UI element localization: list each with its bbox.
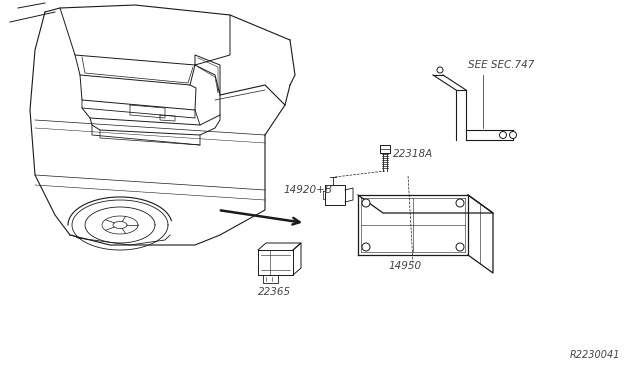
Circle shape (437, 67, 443, 73)
Text: 14920+B: 14920+B (283, 185, 332, 195)
Text: R2230041: R2230041 (570, 350, 621, 360)
Circle shape (499, 131, 506, 138)
Circle shape (362, 199, 370, 207)
Text: 22365: 22365 (259, 287, 292, 297)
Circle shape (509, 131, 516, 138)
Text: 14950: 14950 (388, 261, 422, 271)
Circle shape (456, 199, 464, 207)
Text: 22318A: 22318A (393, 149, 433, 159)
Text: SEE SEC.747: SEE SEC.747 (468, 60, 534, 70)
Circle shape (362, 243, 370, 251)
Circle shape (456, 243, 464, 251)
